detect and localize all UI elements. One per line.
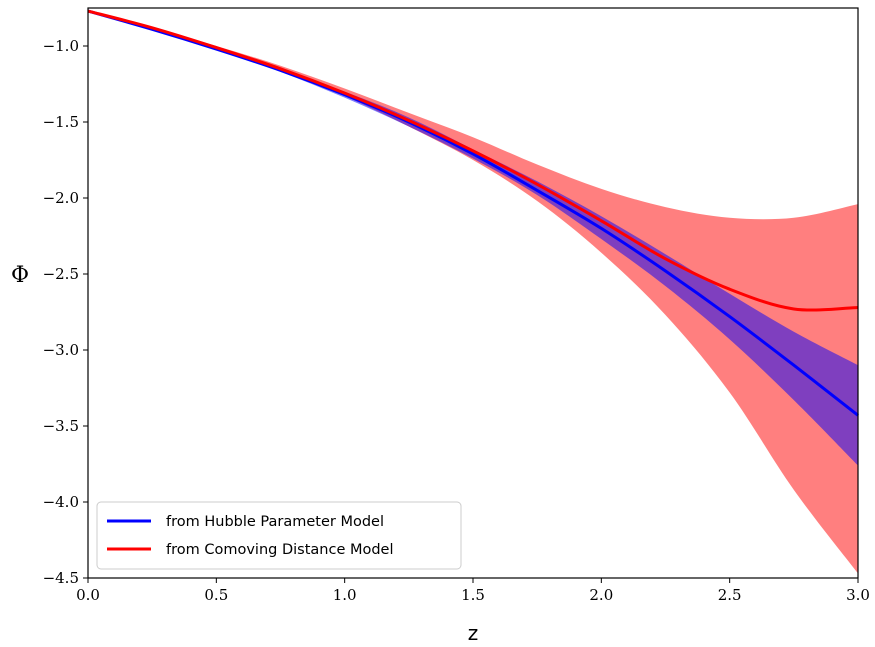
x-tick-label: 0.5	[204, 586, 228, 604]
x-axis-ticks: 0.0 0.5 1.0 1.5 2.0 2.5 3.0	[76, 578, 870, 604]
x-tick-label: 1.0	[333, 586, 357, 604]
y-tick-label: −2.5	[43, 265, 79, 283]
confidence-bands	[88, 11, 858, 574]
legend-label-hubble: from Hubble Parameter Model	[166, 514, 384, 530]
x-tick-label: 1.5	[461, 586, 485, 604]
y-tick-label: −1.0	[43, 37, 79, 55]
y-tick-label: −2.0	[43, 189, 79, 207]
legend: from Hubble Parameter Model from Comovin…	[96, 501, 462, 570]
y-tick-label: −4.0	[43, 493, 79, 511]
series-lines	[87, 9, 859, 417]
legend-label-comoving: from Comoving Distance Model	[166, 542, 394, 558]
y-tick-label: −3.5	[43, 417, 79, 435]
x-tick-label: 3.0	[846, 586, 870, 604]
band-comoving	[88, 11, 858, 574]
x-tick-label: 2.0	[589, 586, 613, 604]
y-tick-label: −3.0	[43, 341, 79, 359]
y-axis-label: Φ	[11, 263, 29, 288]
legend-box	[96, 501, 462, 570]
x-tick-label: 2.5	[718, 586, 742, 604]
y-tick-label: −1.5	[43, 113, 79, 131]
y-tick-label: −4.5	[43, 569, 79, 587]
y-axis-ticks: −1.0 −1.5 −2.0 −2.5 −3.0 −3.5 −4.0 −4.5	[43, 37, 88, 587]
x-tick-label: 0.0	[76, 586, 100, 604]
line-comoving	[87, 9, 859, 312]
x-axis-label: z	[468, 621, 479, 645]
